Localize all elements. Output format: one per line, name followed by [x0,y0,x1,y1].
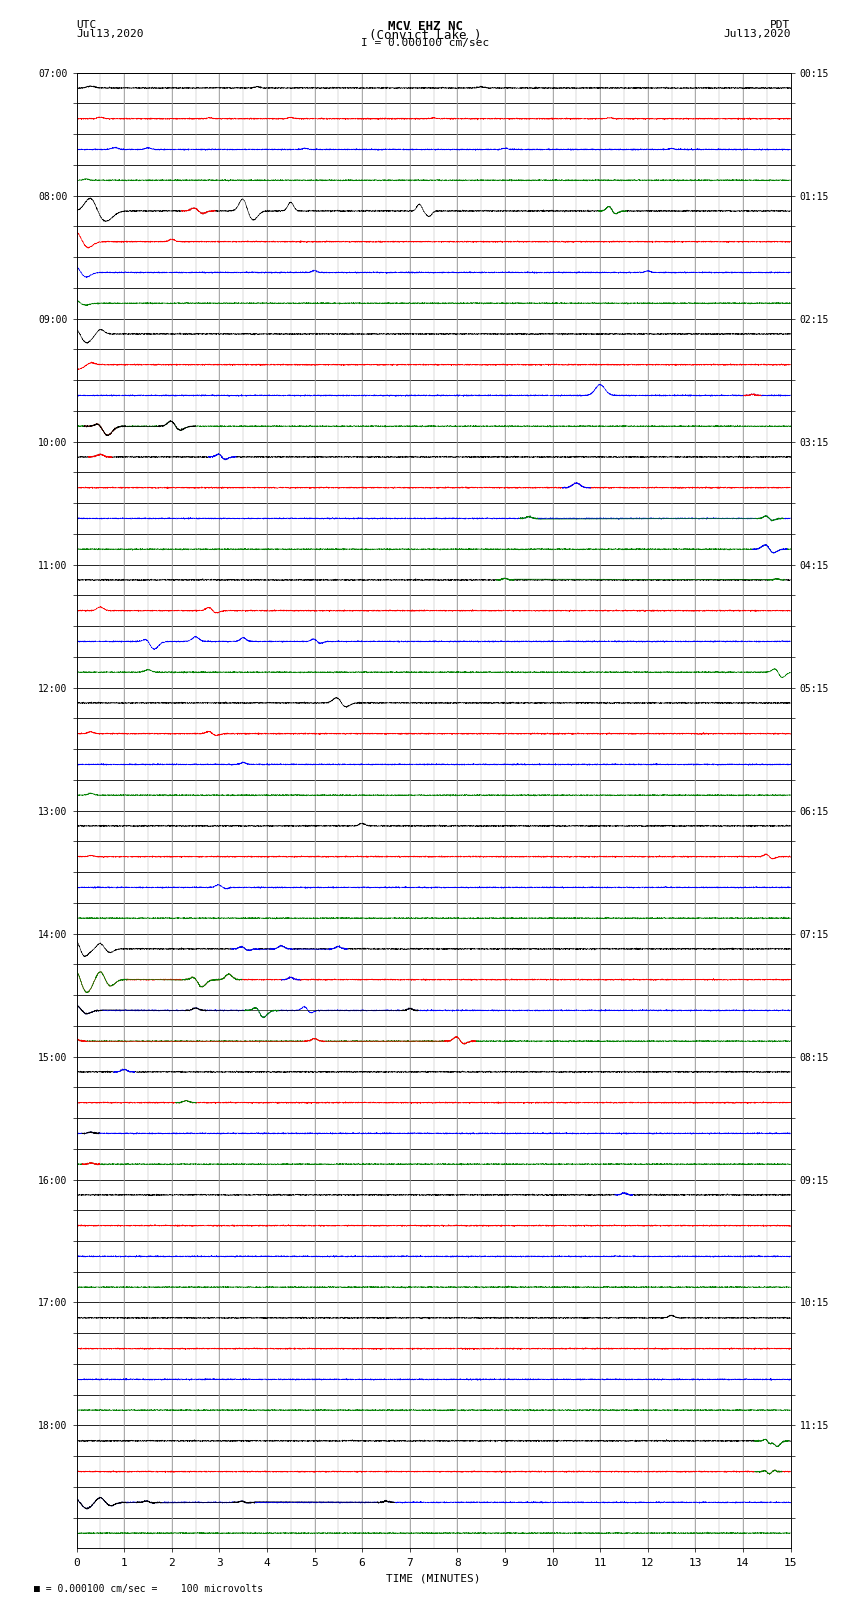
Text: Jul13,2020: Jul13,2020 [76,29,144,39]
Text: Jul13,2020: Jul13,2020 [723,29,791,39]
Text: I = 0.000100 cm/sec: I = 0.000100 cm/sec [361,37,489,48]
X-axis label: TIME (MINUTES): TIME (MINUTES) [386,1573,481,1582]
Text: UTC: UTC [76,19,97,31]
Text: MCV EHZ NC: MCV EHZ NC [388,19,462,34]
Text: PDT: PDT [770,19,790,31]
Text: (Convict Lake ): (Convict Lake ) [369,29,481,42]
Text: ■ = 0.000100 cm/sec =    100 microvolts: ■ = 0.000100 cm/sec = 100 microvolts [34,1584,264,1594]
